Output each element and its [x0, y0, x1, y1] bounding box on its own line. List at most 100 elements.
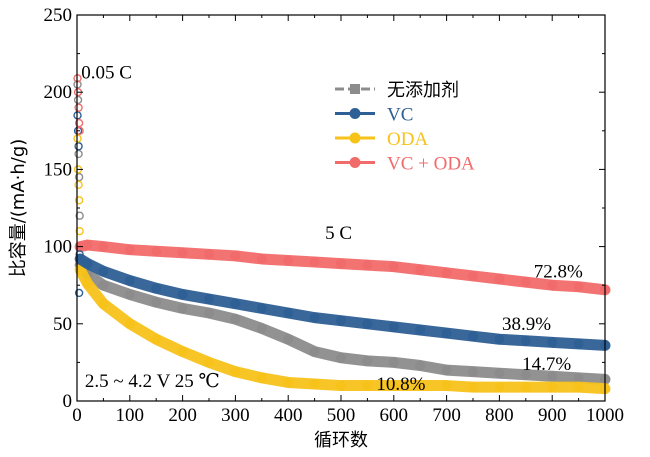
- series-point: [441, 380, 452, 391]
- x-tick-label: 700: [432, 405, 461, 426]
- series-point: [177, 289, 188, 300]
- series-point: [415, 324, 426, 335]
- series-point: [547, 280, 558, 291]
- series-point: [124, 275, 135, 286]
- series-band: [74, 259, 611, 385]
- annotation-label: 0.05 C: [81, 62, 132, 83]
- series-point: [336, 352, 346, 363]
- x-tick-label: 900: [538, 405, 567, 426]
- x-tick-label: 500: [327, 405, 356, 426]
- legend-label: ODA: [387, 129, 428, 150]
- series-point: [309, 346, 320, 357]
- series-point: [441, 365, 452, 376]
- legend-label: VC: [387, 105, 413, 126]
- series-point: [547, 382, 558, 393]
- series-point: [362, 260, 373, 271]
- annotation-label: 72.8%: [534, 261, 583, 282]
- x-tick-label: 0: [72, 405, 82, 426]
- series-point: [441, 267, 452, 278]
- series-point: [177, 303, 188, 314]
- series-point: [98, 266, 109, 277]
- formation-point: [74, 172, 84, 182]
- series-point: [204, 249, 214, 260]
- x-tick-label: 400: [274, 405, 303, 426]
- series-point: [336, 258, 346, 269]
- series-band: [74, 253, 611, 351]
- x-tick-label: 100: [116, 405, 145, 426]
- series-point: [98, 241, 109, 252]
- series-point: [124, 244, 135, 255]
- y-tick-label: 150: [44, 159, 73, 180]
- annotation-label: 14.7%: [522, 354, 571, 375]
- series-point: [388, 380, 399, 391]
- x-tick-label: 300: [221, 405, 250, 426]
- formation-point: [75, 126, 84, 136]
- series-point: [124, 289, 135, 300]
- x-tick-label: 1000: [586, 405, 624, 426]
- series-point: [98, 280, 109, 291]
- series-band: [74, 264, 611, 395]
- series-band: [74, 239, 611, 296]
- y-tick-label: 200: [44, 82, 73, 103]
- formation-point: [74, 196, 84, 205]
- series-point: [362, 380, 373, 391]
- y-tick-label: 100: [44, 237, 73, 258]
- series-point: [520, 369, 531, 380]
- series-point: [520, 382, 531, 393]
- x-tick-label: 600: [380, 405, 409, 426]
- series-point: [468, 366, 478, 377]
- formation-point: [74, 149, 83, 159]
- legend-circle-marker: [349, 108, 361, 119]
- series-point: [468, 331, 478, 342]
- series-point: [230, 366, 241, 377]
- series-point: [388, 261, 399, 272]
- series-point: [573, 372, 584, 383]
- series-point: [415, 264, 426, 275]
- y-axis-title: 比容量/(mA·h/g): [8, 139, 29, 278]
- series-point: [309, 379, 320, 390]
- series-point: [283, 334, 294, 345]
- series-point: [494, 368, 505, 379]
- series-point: [204, 294, 214, 305]
- legend-label: 无添加剂: [387, 80, 459, 101]
- series-point: [547, 371, 558, 382]
- series-point: [415, 360, 426, 371]
- x-tick-label: 800: [485, 405, 514, 426]
- series-point: [124, 318, 135, 329]
- series-point: [336, 315, 346, 326]
- formation-point: [73, 95, 83, 105]
- formation-point: [75, 226, 84, 236]
- annotation-label: 38.9%: [502, 314, 551, 335]
- series-point: [388, 321, 399, 332]
- series-point: [494, 274, 505, 285]
- series-point: [283, 307, 294, 318]
- annotation-label: 2.5 ~ 4.2 V 25 ℃: [85, 371, 220, 392]
- annotation-layer: 0.05 C 5 C 72.8% 38.9% 14.7% 10.8% 2.5 ~ 4.2 V…: [81, 62, 583, 395]
- series-point: [388, 357, 399, 368]
- series-point: [177, 346, 188, 357]
- formation-point: [74, 180, 83, 190]
- series-point: [520, 277, 531, 288]
- formation-point: [75, 250, 84, 259]
- series-point: [494, 382, 505, 393]
- series-point: [494, 334, 505, 345]
- series-point: [362, 355, 373, 366]
- legend: 无添加剂 VC ODA VC + ODA: [335, 80, 475, 175]
- series-point: [283, 377, 294, 388]
- series-point: [75, 264, 86, 275]
- series-point: [573, 281, 584, 292]
- series-point: [573, 338, 584, 349]
- series-point: [309, 312, 320, 323]
- series-point: [256, 372, 267, 383]
- series-point: [151, 283, 162, 294]
- series-point: [82, 278, 93, 289]
- series-point: [547, 337, 558, 348]
- formation-point: [75, 211, 84, 220]
- x-axis-title: 循环数: [314, 430, 368, 451]
- formation-point: [74, 103, 83, 112]
- x-tick-label: 200: [168, 405, 197, 426]
- series-point: [441, 328, 452, 339]
- y-tick-label: 0: [63, 391, 73, 412]
- series-point: [256, 323, 267, 334]
